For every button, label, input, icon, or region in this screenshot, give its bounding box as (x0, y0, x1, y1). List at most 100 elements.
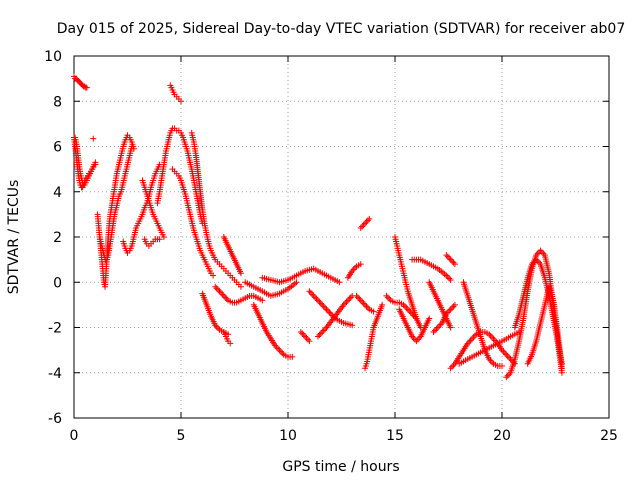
data-point-fill (343, 298, 350, 305)
data-point-fill (320, 303, 327, 310)
data-point (537, 247, 544, 254)
data-point (447, 276, 454, 283)
data-point (490, 335, 497, 342)
data-point (451, 261, 458, 268)
data-point (306, 338, 313, 345)
data-point (430, 329, 437, 336)
data-point-fill (444, 273, 451, 280)
data-point (216, 288, 223, 295)
data-point (212, 283, 219, 290)
data-point (323, 306, 330, 313)
data-point-fill (401, 303, 408, 310)
data-point-fill (364, 217, 371, 224)
data-point-fill (319, 329, 326, 336)
data-point (357, 261, 364, 268)
data-point (220, 292, 227, 299)
x-tick-label: 10 (279, 428, 297, 444)
data-point-fill (319, 301, 326, 308)
data-point-fill (363, 303, 370, 310)
data-point (434, 324, 441, 331)
data-point-fill (359, 223, 366, 230)
data-point-fill (360, 221, 367, 228)
data-point (447, 324, 454, 331)
data-point-fill (446, 307, 453, 314)
data-point-fill (489, 334, 496, 341)
data-point-fill (449, 363, 456, 370)
data-point (357, 297, 364, 304)
data-point-fill (504, 353, 511, 360)
data-point (451, 301, 458, 308)
data-point-fill (449, 304, 456, 311)
data-point (227, 340, 234, 347)
data-point (447, 256, 454, 263)
data-point-fill (322, 304, 329, 311)
data-point-fill (487, 332, 494, 339)
data-point (178, 98, 184, 105)
data-point-fill (489, 359, 496, 366)
data-point (366, 215, 373, 222)
data-point-fill (344, 297, 351, 304)
data-point-fill (449, 258, 456, 265)
x-tick-label: 15 (386, 428, 404, 444)
data-point (306, 288, 313, 295)
data-point-fill (275, 345, 282, 352)
data-point-fill (450, 303, 457, 310)
data-point-fill (217, 289, 224, 296)
y-tick-label: 10 (44, 49, 62, 65)
data-point-fill (279, 350, 286, 357)
y-tick-label: 2 (53, 230, 62, 246)
data-point-fill (347, 294, 354, 301)
x-tick-label: 5 (177, 428, 186, 444)
data-point-fill (414, 336, 421, 343)
data-point (259, 297, 266, 304)
data-point-fill (324, 307, 331, 314)
data-point-fill (504, 372, 511, 379)
y-tick-label: 8 (53, 94, 62, 110)
data-point-fill (342, 300, 349, 307)
data-point (499, 362, 505, 369)
data-point-fill (223, 295, 230, 302)
data-point (237, 270, 244, 277)
data-point-fill (317, 300, 324, 307)
data-point-fill (215, 325, 222, 332)
data-point (210, 272, 217, 279)
data-point-fill (360, 300, 367, 307)
data-point-fill (436, 322, 443, 329)
data-points (71, 73, 565, 381)
data-point-fill (313, 295, 320, 302)
data-point (128, 143, 135, 150)
data-point-fill (450, 259, 457, 266)
data-point-fill (386, 295, 393, 302)
data-point-fill (300, 332, 307, 339)
data-point-fill (307, 289, 314, 296)
data-point (156, 236, 163, 243)
data-point-fill (303, 335, 310, 342)
data-point (160, 234, 167, 240)
y-axis-title: SDTVAR / TECUs (6, 180, 22, 295)
data-point-fill (384, 294, 391, 301)
data-point (443, 252, 450, 259)
data-point-fill (213, 285, 220, 292)
data-point-fill (431, 327, 438, 334)
data-point-fill (304, 336, 311, 343)
data-point (276, 347, 283, 354)
data-point-fill (538, 249, 545, 256)
data-point-fill (277, 348, 284, 355)
data-point-fill (320, 327, 327, 334)
data-point (413, 338, 420, 345)
data-point (558, 365, 565, 372)
data-point (314, 333, 321, 340)
data-point (503, 351, 510, 358)
y-tick-label: -2 (48, 321, 62, 337)
data-point-fill (363, 218, 370, 225)
data-point (426, 315, 433, 322)
data-point-fill (506, 354, 513, 361)
data-point (314, 297, 321, 304)
data-point-fill (471, 332, 478, 339)
y-tick-label: 6 (53, 140, 62, 156)
data-point-fill (403, 304, 410, 311)
data-point-fill (316, 332, 323, 339)
data-point-fill (309, 291, 316, 298)
data-point (447, 365, 454, 372)
